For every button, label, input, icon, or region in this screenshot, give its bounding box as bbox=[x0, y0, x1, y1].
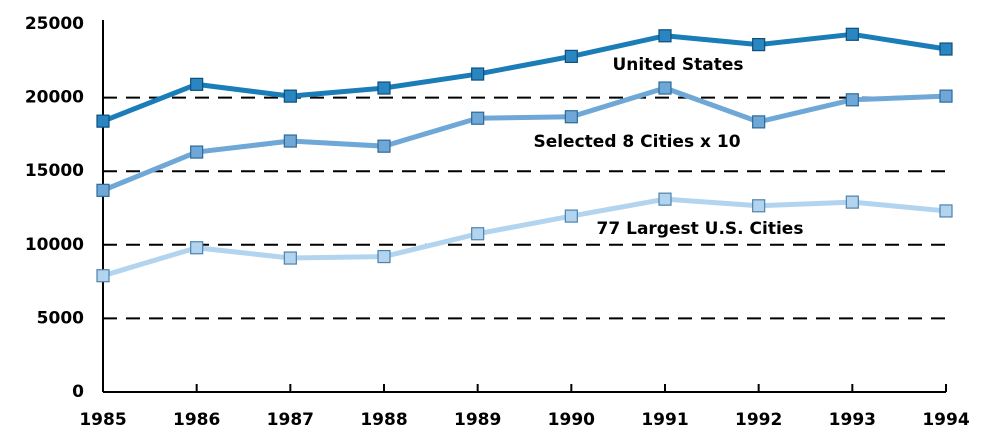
point bbox=[752, 38, 766, 52]
point bbox=[845, 93, 859, 107]
x-tick-label: 1994 bbox=[922, 410, 969, 430]
point bbox=[377, 81, 391, 95]
point bbox=[845, 195, 859, 209]
x-tick-label: 1989 bbox=[454, 410, 501, 430]
x-tick-label: 1991 bbox=[641, 410, 688, 430]
series-label: Selected 8 Cities x 10 bbox=[533, 132, 740, 152]
point bbox=[564, 110, 578, 124]
point bbox=[752, 115, 766, 129]
point bbox=[471, 67, 485, 81]
point bbox=[283, 134, 297, 148]
x-tick-label: 1986 bbox=[173, 410, 220, 430]
x-tick-label: 1987 bbox=[267, 410, 314, 430]
point bbox=[939, 42, 953, 56]
point bbox=[752, 199, 766, 213]
y-tick-label: 0 bbox=[72, 382, 84, 402]
point bbox=[283, 251, 297, 265]
point bbox=[564, 209, 578, 223]
point bbox=[471, 227, 485, 241]
x-tick-label: 1992 bbox=[735, 410, 782, 430]
y-tick-label: 20000 bbox=[25, 88, 84, 108]
point bbox=[939, 89, 953, 103]
point bbox=[377, 139, 391, 153]
series-label: 77 Largest U.S. Cities bbox=[597, 219, 804, 239]
point bbox=[190, 241, 204, 255]
point bbox=[190, 145, 204, 159]
y-tick-label: 5000 bbox=[37, 308, 84, 328]
point bbox=[564, 49, 578, 63]
point bbox=[96, 269, 110, 283]
point bbox=[190, 77, 204, 91]
y-tick-label: 15000 bbox=[25, 161, 84, 181]
point bbox=[658, 192, 672, 206]
point bbox=[96, 183, 110, 197]
x-tick-label: 1990 bbox=[548, 410, 595, 430]
point bbox=[471, 111, 485, 125]
series-line bbox=[102, 196, 947, 279]
y-tick-label: 10000 bbox=[25, 235, 84, 255]
point bbox=[658, 29, 672, 43]
series-label: United States bbox=[612, 55, 743, 75]
x-tick-label: 1988 bbox=[360, 410, 407, 430]
point bbox=[283, 89, 297, 103]
point bbox=[96, 114, 110, 128]
point bbox=[845, 27, 859, 41]
series-line bbox=[102, 85, 947, 193]
point bbox=[658, 81, 672, 95]
point bbox=[939, 204, 953, 218]
y-tick-label: 25000 bbox=[25, 14, 84, 34]
x-tick-label: 1985 bbox=[79, 410, 126, 430]
x-tick-label: 1993 bbox=[829, 410, 876, 430]
series-line bbox=[102, 31, 947, 124]
point bbox=[377, 249, 391, 264]
